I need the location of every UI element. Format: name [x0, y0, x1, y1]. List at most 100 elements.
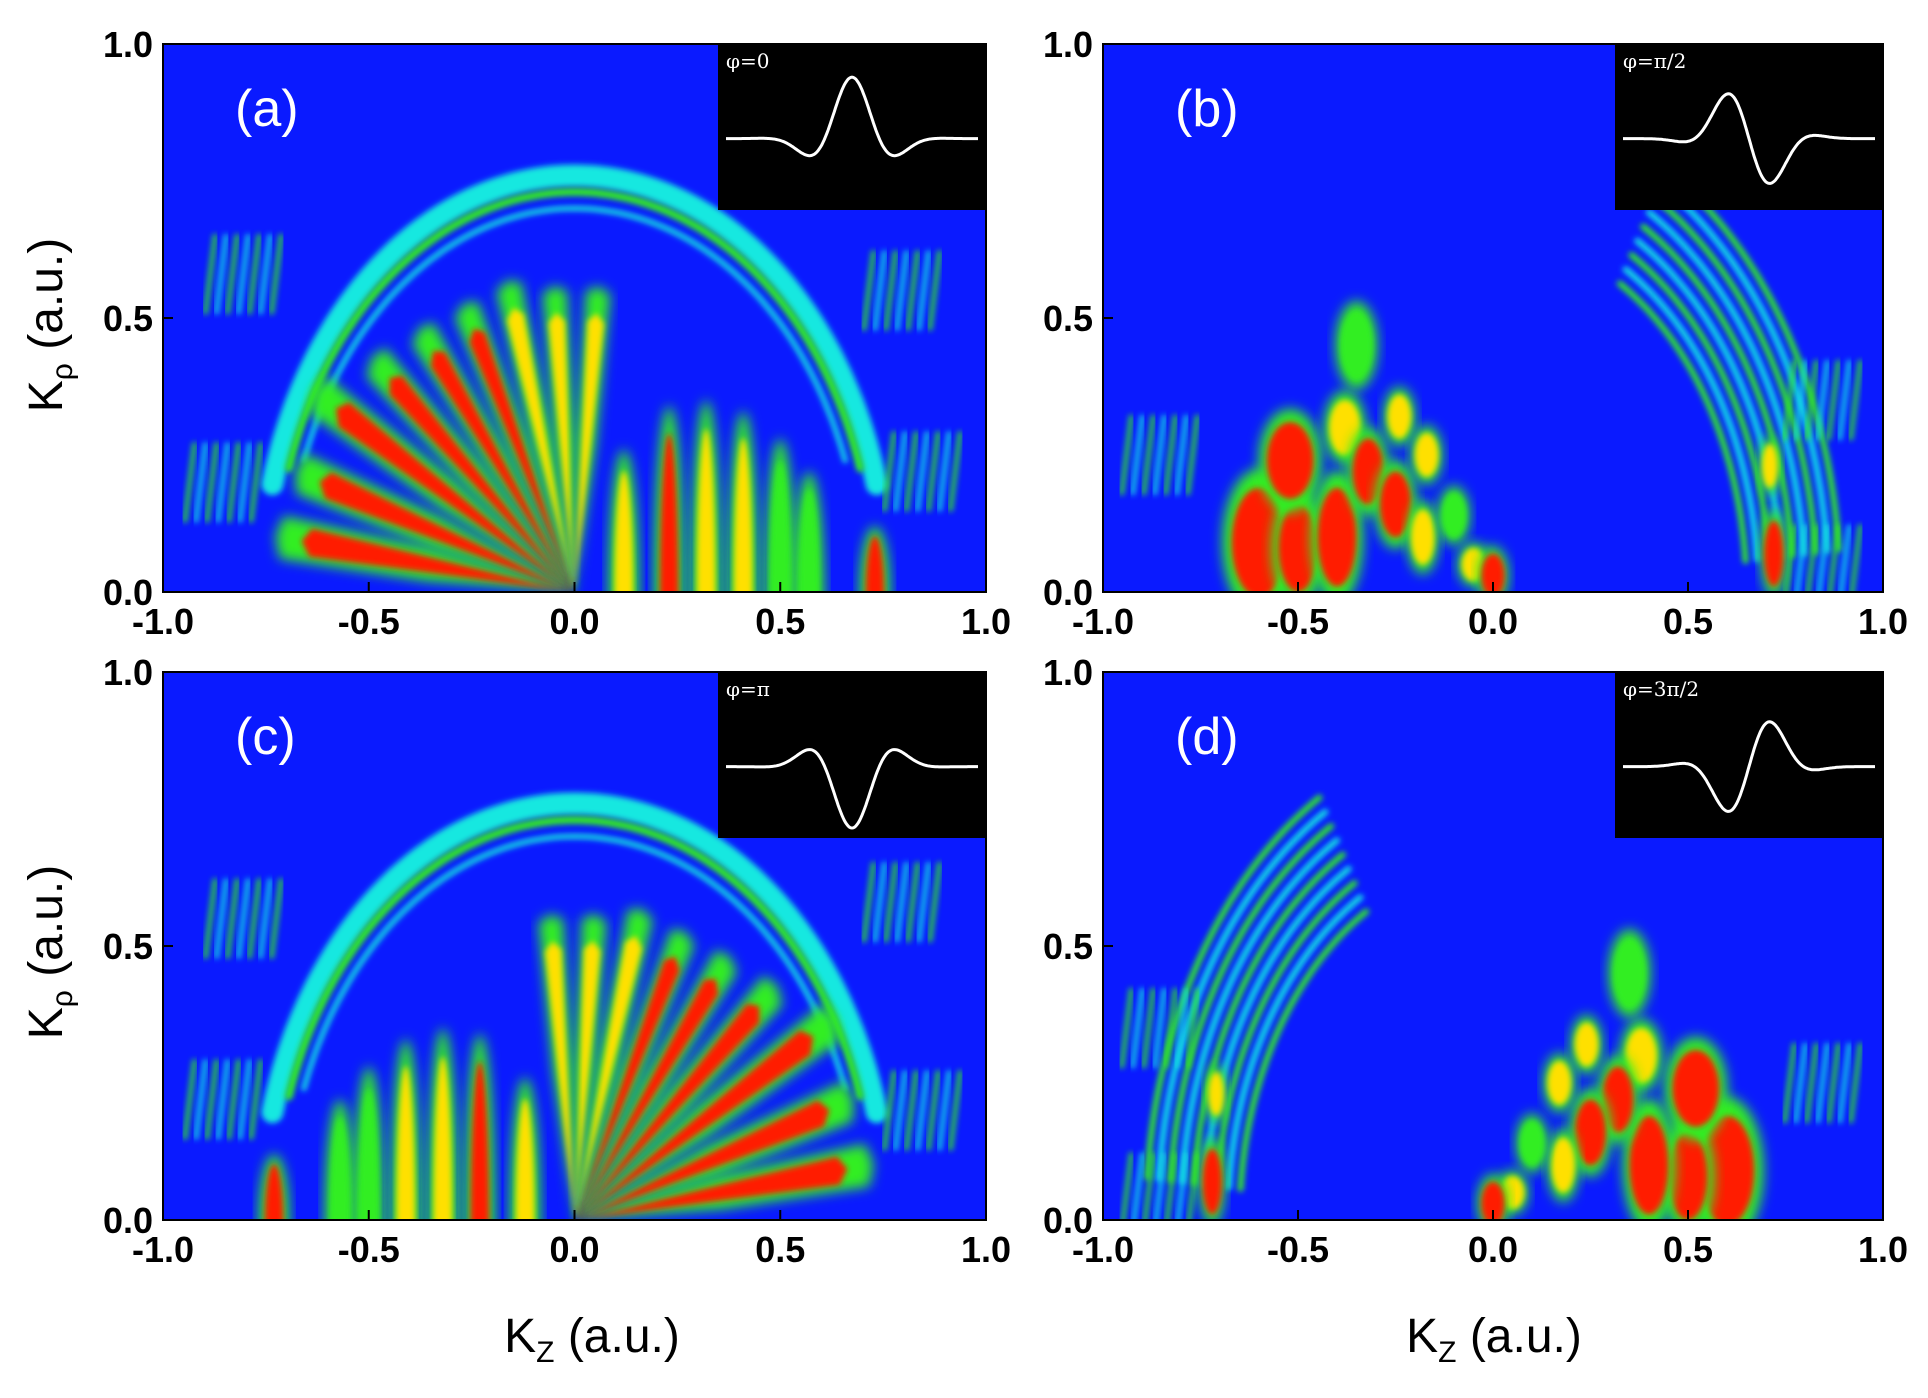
- fringe-arc: [1179, 837, 1340, 1185]
- outer-fringe: [1782, 1042, 1797, 1124]
- y-tick-label: 0.5: [103, 298, 153, 339]
- y-tick-label: 0.0: [103, 572, 153, 613]
- ring-outer: [261, 164, 888, 496]
- lobe-halo: [574, 913, 607, 1220]
- fringe-arc: [1155, 808, 1329, 1182]
- finger: [770, 461, 790, 592]
- blob: [1574, 1022, 1599, 1067]
- finger: [799, 489, 819, 592]
- blob: [1551, 1137, 1575, 1193]
- outer-fringe: [894, 250, 910, 331]
- blob: [1379, 471, 1412, 538]
- inset-background: [718, 672, 986, 838]
- outer-fringe: [1815, 359, 1830, 441]
- blob: [1329, 400, 1361, 455]
- lobe: [574, 940, 601, 1220]
- phase-label: φ=0: [726, 49, 770, 73]
- x-tick-label: -1.0: [132, 601, 194, 642]
- lobe: [430, 351, 575, 592]
- outer-fringe: [257, 878, 273, 959]
- outer-fringe: [246, 233, 262, 315]
- fringe-arc: [1214, 880, 1358, 1190]
- x-tick-label: 1.0: [961, 601, 1011, 642]
- lobe: [574, 935, 642, 1220]
- outer-fringe: [226, 442, 242, 523]
- blob: [1415, 433, 1439, 477]
- outer-fringe: [182, 442, 198, 523]
- finger: [470, 1061, 490, 1220]
- outer-fringe: [1174, 987, 1189, 1069]
- blob: [1266, 422, 1314, 499]
- blob: [1672, 1050, 1720, 1127]
- lobe: [469, 328, 575, 592]
- phase-label: φ=π: [726, 677, 770, 701]
- outer-fringe: [894, 861, 910, 943]
- ring-fringe: [301, 205, 848, 464]
- lobe: [319, 472, 575, 592]
- x-tick-label: 1.0: [961, 1229, 1011, 1270]
- outer-fringe: [881, 1070, 897, 1151]
- lobe-halo: [496, 280, 575, 592]
- outer-fringe: [224, 878, 240, 959]
- ring-fringe: [301, 833, 848, 1092]
- lobe: [507, 307, 575, 592]
- pulse-waveform: [1623, 92, 1875, 185]
- pulse-waveform: [726, 75, 978, 158]
- x-tick-label: -0.5: [338, 1229, 400, 1270]
- outer-fringe: [237, 1059, 253, 1140]
- blob: [1208, 1072, 1224, 1116]
- x-tick-label: 1.0: [1858, 1229, 1908, 1270]
- ring-inner: [284, 816, 865, 1101]
- finger: [330, 1117, 350, 1220]
- outer-fringe: [1141, 987, 1156, 1069]
- blob: [1574, 1099, 1607, 1166]
- panel-1: -1.0 -0.5 0.0 0.5 1.0 0.0 0.5 1.0 (a) φ=0: [103, 24, 1011, 642]
- phase-label: φ=3π/2: [1623, 677, 1699, 701]
- y-tick-label: 1.0: [103, 24, 153, 65]
- lobe: [574, 1100, 830, 1220]
- outer-fringe: [1130, 414, 1145, 496]
- outer-fringe: [1152, 987, 1167, 1069]
- lobe-halo: [538, 914, 575, 1220]
- outer-fringe: [1185, 987, 1200, 1069]
- outer-fringe: [1782, 359, 1797, 441]
- fringe-arc: [1237, 908, 1370, 1192]
- outer-fringe: [248, 442, 264, 523]
- fringe-arc: [1225, 894, 1364, 1191]
- x-tick-label: -0.5: [338, 601, 400, 642]
- blob: [1520, 1121, 1544, 1166]
- outer-fringe: [872, 250, 888, 331]
- blob: [1613, 940, 1646, 1007]
- heatmap: [182, 792, 963, 1220]
- outer-fringe: [257, 233, 273, 315]
- lobe: [574, 956, 680, 1220]
- x-tick-label: 0.5: [755, 1229, 805, 1270]
- inset-background: [1615, 672, 1883, 838]
- outer-fringe: [202, 233, 218, 315]
- outer-fringe: [202, 878, 218, 959]
- outer-fringe: [1848, 1042, 1863, 1124]
- y-tick-label: 0.5: [1043, 926, 1093, 967]
- lobe-halo: [574, 1143, 874, 1220]
- blob: [1668, 1132, 1708, 1220]
- blob: [1625, 1028, 1657, 1083]
- fringe-arc: [1616, 280, 1749, 564]
- fringe-arc: [1167, 823, 1335, 1184]
- fringe-arc: [1663, 166, 1842, 553]
- outer-fringe: [916, 250, 932, 331]
- outer-fringe: [947, 431, 963, 512]
- lobe: [574, 313, 604, 592]
- blob: [1340, 312, 1373, 379]
- fringe-arc: [1628, 252, 1772, 562]
- outer-fringe: [1837, 1042, 1852, 1124]
- outer-fringe: [936, 431, 952, 512]
- blob: [1629, 1115, 1669, 1215]
- outer-fringe: [1848, 359, 1863, 441]
- finger: [359, 1089, 379, 1220]
- panel-label: (d): [1175, 708, 1239, 766]
- x-axis-title-left: KZ (a.u.): [504, 1310, 680, 1369]
- blob: [1547, 1061, 1572, 1105]
- y-tick-label: 0.5: [103, 926, 153, 967]
- finger: [659, 433, 679, 592]
- fringe-arc: [1646, 209, 1807, 557]
